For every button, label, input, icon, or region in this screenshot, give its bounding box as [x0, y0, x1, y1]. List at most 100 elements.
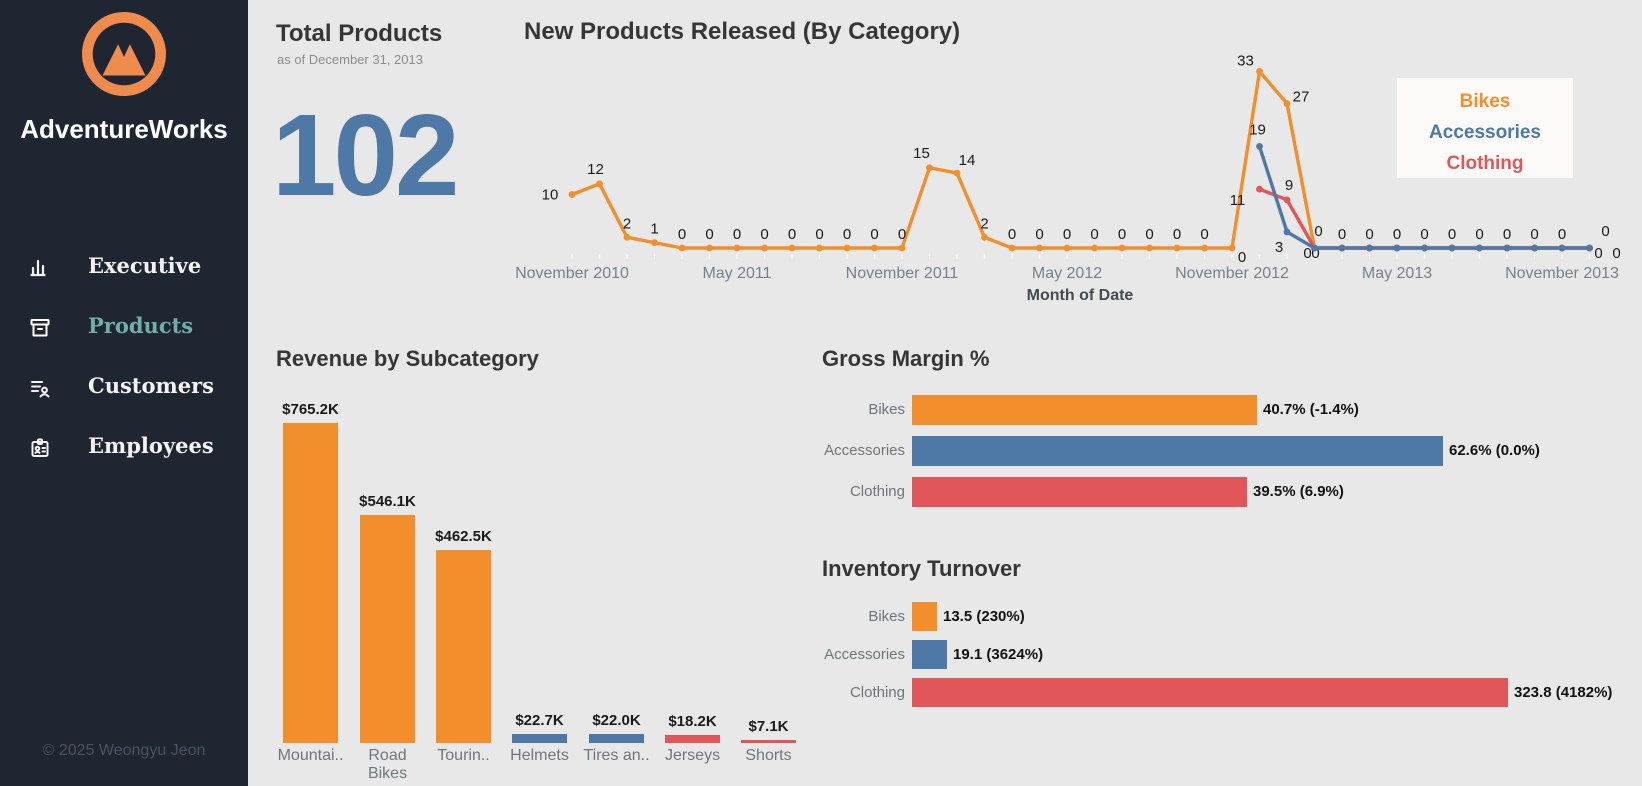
x-axis-title: Month of Date	[1027, 287, 1134, 304]
data-point-bikes-10[interactable]	[843, 244, 851, 252]
data-point-bikes-16[interactable]	[1008, 244, 1016, 252]
revenue-bar-tiresan[interactable]	[589, 734, 644, 743]
gross_margin-value-label-accessories: 62.6% (0.0%)	[1449, 442, 1540, 459]
data-point-bikes-23[interactable]	[1201, 244, 1208, 252]
archive-box-icon	[28, 316, 52, 340]
revenue-bar-shorts[interactable]	[741, 740, 796, 743]
data-label-bikes-31: 0	[1420, 226, 1428, 243]
inventory_turnover-row-label-accessories: Accessories	[824, 645, 905, 663]
data-point-accessories-25[interactable]	[1256, 142, 1263, 150]
data-point-bikes-2[interactable]	[623, 233, 631, 241]
x-tick-12: November 2011	[846, 265, 959, 282]
data-point-bikes-11[interactable]	[871, 244, 878, 252]
sidebar-item-customers[interactable]: Customers	[0, 370, 248, 430]
data-point-bikes-19[interactable]	[1091, 244, 1098, 252]
sidebar-item-products[interactable]: Products	[0, 310, 248, 370]
revenue-category-label: Shorts	[745, 747, 792, 764]
data-point-bikes-14[interactable]	[953, 169, 961, 177]
data-label-bikes-20: 0	[1118, 226, 1126, 243]
data-point-bikes-24[interactable]	[1228, 244, 1236, 252]
x-tick-36: November 2013	[1505, 265, 1619, 282]
data-label-bikes-7: 0	[760, 226, 768, 243]
data-point-accessories-30[interactable]	[1393, 244, 1401, 252]
data-point-accessories-35[interactable]	[1531, 244, 1538, 252]
inventory_turnover-bar-clothing[interactable]	[912, 678, 1508, 707]
new-products-line-chart[interactable]: 10 12 2 1 0 0 0 0 0 0 0 0 0 15 14 2 0 0 0 0 0 0 0 0 0 33 27 0 0 0 0 0 0 0…	[500, 46, 1642, 310]
data-label-bikes-24: 0	[1238, 249, 1246, 266]
data-label-bikes-0: 10	[542, 187, 559, 204]
revenue-value-label: $22.7K	[515, 712, 564, 729]
data-point-accessories-27[interactable]	[1311, 244, 1318, 252]
data-point-bikes-26[interactable]	[1283, 100, 1291, 107]
data-point-bikes-15[interactable]	[981, 233, 988, 241]
legend-entry-bikes[interactable]: Bikes	[1459, 91, 1511, 112]
revenue-bar-roadbikes[interactable]	[360, 515, 415, 743]
revenue-bar-jerseys[interactable]	[665, 735, 720, 743]
sidebar-item-employees[interactable]: Employees	[0, 430, 248, 490]
data-point-accessories-36[interactable]	[1558, 244, 1566, 252]
data-point-bikes-7[interactable]	[761, 244, 768, 252]
data-point-accessories-26[interactable]	[1283, 228, 1291, 236]
data-point-bikes-1[interactable]	[596, 180, 603, 188]
logo-mountain-m	[102, 44, 146, 76]
data-point-bikes-6[interactable]	[733, 244, 741, 252]
data-label-bikes-11: 0	[870, 226, 878, 243]
gross_margin-bar-clothing[interactable]	[912, 477, 1247, 507]
data-point-bikes-20[interactable]	[1118, 244, 1126, 252]
data-label-bikes-14: 14	[959, 152, 976, 169]
inventory-turnover-title: Inventory Turnover	[822, 556, 1021, 581]
gross_margin-bar-accessories[interactable]	[912, 436, 1443, 466]
data-label-bikes-32: 0	[1448, 226, 1456, 243]
data-point-bikes-25[interactable]	[1256, 68, 1263, 75]
x-tick-0: November 2010	[515, 265, 629, 282]
inventory_turnover-value-label-accessories: 19.1 (3624%)	[953, 645, 1044, 663]
gross_margin-bar-bikes[interactable]	[912, 395, 1257, 425]
inventory_turnover-bar-accessories[interactable]	[912, 640, 947, 669]
revenue-bar-helmets[interactable]	[512, 734, 567, 743]
data-point-bikes-9[interactable]	[816, 244, 823, 252]
data-label-accessories-37: 0	[1594, 245, 1602, 262]
data-point-accessories-29[interactable]	[1366, 244, 1373, 252]
gross_margin-value-label-bikes: 40.7% (-1.4%)	[1263, 401, 1359, 418]
data-point-bikes-22[interactable]	[1173, 244, 1181, 252]
data-point-accessories-37[interactable]	[1586, 244, 1593, 252]
revenue-bar-tourin[interactable]	[436, 550, 491, 743]
data-point-clothing-25[interactable]	[1256, 185, 1263, 193]
data-point-bikes-8[interactable]	[788, 244, 796, 252]
revenue-category-label: Tires an..	[583, 747, 650, 764]
data-point-clothing-26[interactable]	[1283, 196, 1291, 204]
data-point-accessories-31[interactable]	[1421, 244, 1428, 252]
revenue-value-label: $546.1K	[359, 493, 416, 510]
data-label-bikes-21: 0	[1145, 226, 1153, 243]
data-label-bikes-8: 0	[788, 226, 796, 243]
data-point-accessories-32[interactable]	[1448, 244, 1456, 252]
data-point-accessories-34[interactable]	[1503, 244, 1511, 252]
data-label-bikes-10: 0	[843, 226, 851, 243]
data-point-bikes-13[interactable]	[926, 164, 933, 172]
data-point-bikes-0[interactable]	[568, 191, 576, 198]
revenue-value-label: $7.1K	[748, 718, 789, 735]
revenue-value-label: $462.5K	[435, 528, 492, 545]
data-label-bikes-17: 0	[1035, 226, 1043, 243]
data-point-bikes-21[interactable]	[1146, 244, 1153, 252]
data-point-bikes-3[interactable]	[651, 239, 658, 247]
data-point-bikes-17[interactable]	[1036, 244, 1043, 252]
legend-entry-clothing[interactable]: Clothing	[1446, 153, 1524, 174]
data-label-bikes-37: 0	[1601, 223, 1609, 240]
data-point-bikes-5[interactable]	[706, 244, 713, 252]
data-point-bikes-12[interactable]	[898, 244, 906, 252]
copyright-text: © 2025 Weongyu Jeon	[42, 742, 206, 759]
inventory_turnover-bar-bikes[interactable]	[912, 602, 937, 631]
data-point-bikes-18[interactable]	[1063, 244, 1071, 252]
data-point-bikes-4[interactable]	[678, 244, 686, 252]
data-label-bikes-35: 0	[1530, 226, 1538, 243]
data-label-accessories-25: 19	[1249, 121, 1266, 138]
legend-entry-accessories[interactable]: Accessories	[1429, 122, 1541, 143]
revenue-bar-mountai[interactable]	[283, 423, 338, 743]
data-point-accessories-33[interactable]	[1476, 244, 1483, 252]
line-chart-legend[interactable]: Bikes Accessories Clothing	[1397, 78, 1573, 178]
data-label-bikes-34: 0	[1503, 226, 1511, 243]
logo-inner-circle	[92, 22, 156, 86]
data-point-accessories-28[interactable]	[1338, 244, 1346, 252]
sidebar-item-executive[interactable]: Executive	[0, 250, 248, 310]
